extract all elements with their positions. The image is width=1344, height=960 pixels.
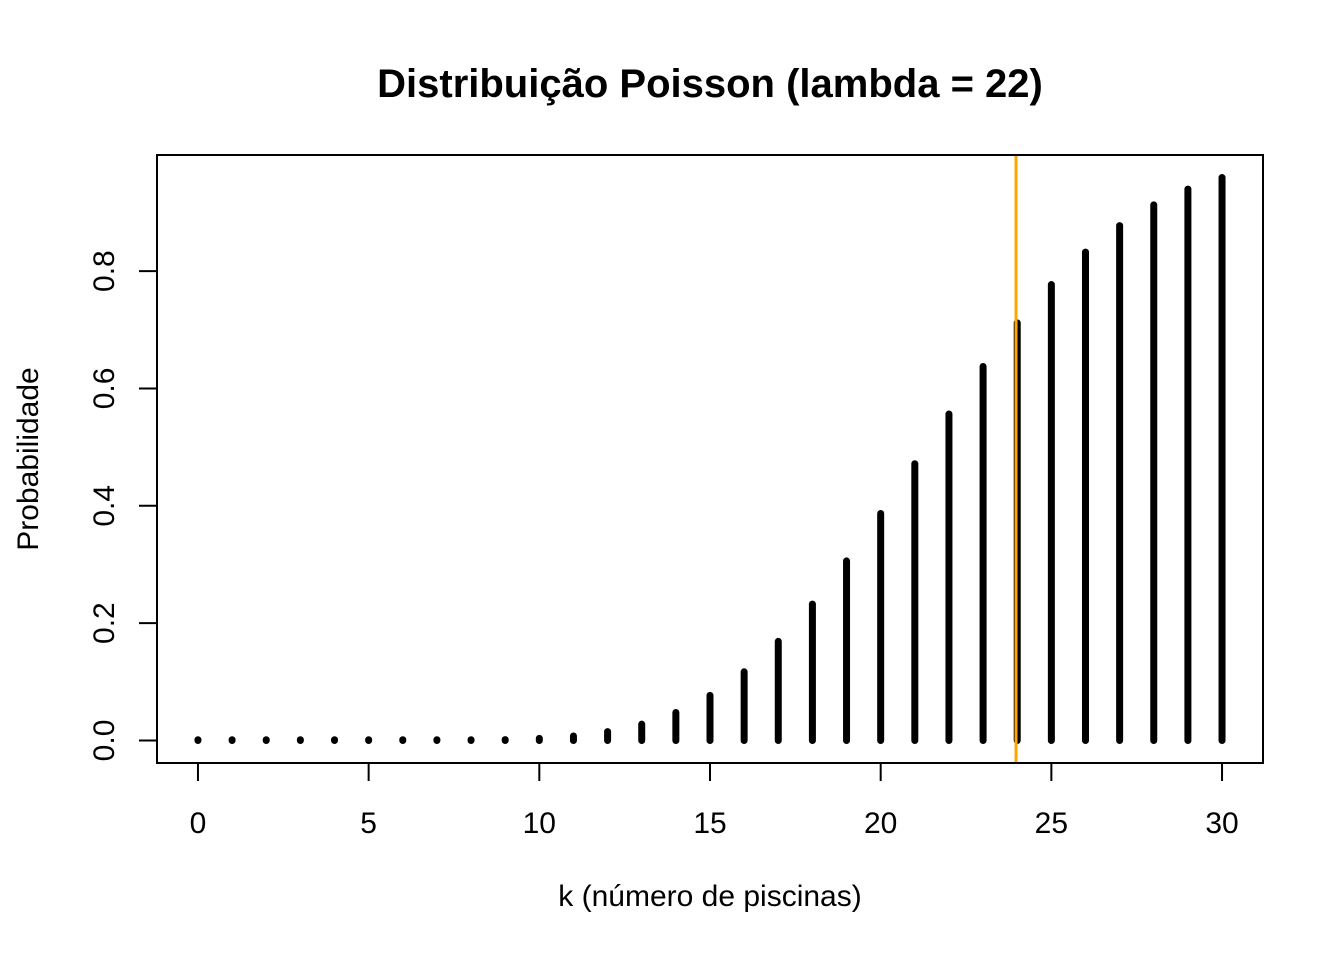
x-tick-label-30: 30: [1205, 807, 1238, 840]
x-tick-label-20: 20: [864, 807, 897, 840]
chart-title: Distribuição Poisson (lambda = 22): [377, 62, 1043, 106]
y-axis-ticks: 0.0 0.2 0.4 0.6 0.8: [88, 250, 157, 761]
y-axis-label: Probabilidade: [12, 367, 45, 550]
x-tick-label-0: 0: [190, 807, 207, 840]
plot-box: [156, 154, 1264, 764]
x-tick-label-5: 5: [360, 807, 377, 840]
y-tick-label-0.2: 0.2: [88, 602, 121, 644]
y-tick-label-0.0: 0.0: [88, 720, 121, 762]
x-tick-label-25: 25: [1035, 807, 1068, 840]
x-axis-ticks: 0 5 10 15 20 25 30: [190, 763, 1239, 840]
cdf-bars: [194, 174, 1226, 744]
y-tick-label-0.8: 0.8: [88, 250, 121, 292]
y-tick-label-0.4: 0.4: [88, 485, 121, 527]
y-tick-label-0.6: 0.6: [88, 368, 121, 410]
x-axis-label: k (número de piscinas): [558, 880, 861, 913]
x-tick-label-10: 10: [523, 807, 556, 840]
x-tick-label-15: 15: [693, 807, 726, 840]
